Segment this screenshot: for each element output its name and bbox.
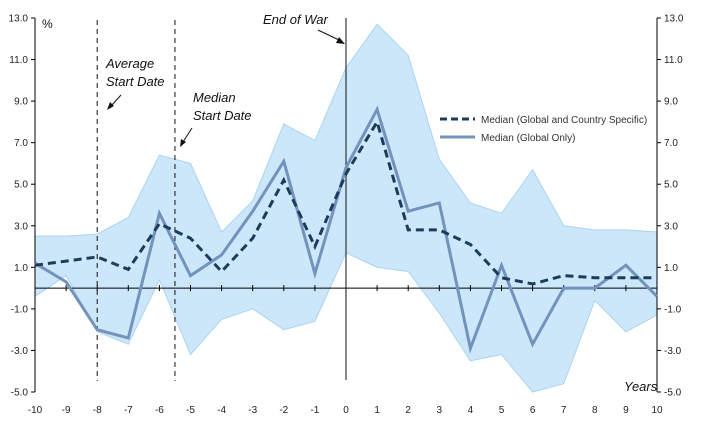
y-tick-label-right: -1.0 (664, 304, 682, 315)
x-tick-label: 5 (499, 405, 505, 416)
x-axis-label: Years (624, 379, 658, 394)
y-tick-label-left: 11.0 (9, 55, 28, 66)
y-tick-label-left: 5.0 (14, 180, 28, 191)
x-tick-label: -6 (155, 405, 164, 416)
annotation-median-start-line2: Start Date (193, 108, 252, 123)
y-tick-label-left: 7.0 (14, 138, 28, 149)
y-tick-label-left: -1.0 (11, 304, 29, 315)
x-tick-label: -8 (93, 405, 102, 416)
y-tick-label-right: 1.0 (664, 263, 678, 274)
y-tick-label-left: 13.0 (9, 14, 29, 25)
x-tick-label: -4 (217, 405, 226, 416)
x-tick-label: 1 (374, 405, 380, 416)
y-tick-label-right: -5.0 (664, 388, 682, 399)
x-tick-label: 10 (651, 405, 663, 416)
y-tick-label-right: 9.0 (664, 97, 678, 108)
x-tick-label: 4 (468, 405, 474, 416)
x-tick-label: -3 (248, 405, 257, 416)
y-tick-label-left: -5.0 (11, 388, 29, 399)
y-tick-label-right: 5.0 (664, 180, 678, 191)
y-tick-label-left: 1.0 (14, 263, 28, 274)
y-tick-label-left: 9.0 (14, 97, 28, 108)
legend-label-series-0: Median (Global and Country Specific) (481, 115, 647, 126)
arrowhead-end-of-war (336, 37, 345, 44)
arrow-median-start (182, 127, 193, 143)
x-tick-label: 2 (405, 405, 411, 416)
x-tick-label: -10 (28, 405, 43, 416)
annotation-texts: Average Start Date Median Start Date End… (105, 12, 328, 123)
annotation-arrows (107, 29, 345, 147)
annotation-average-start-line1: Average (105, 56, 154, 71)
y-tick-label-right: -3.0 (664, 346, 682, 357)
series-line-1 (34, 105, 659, 354)
x-tick-label: 6 (530, 405, 536, 416)
y-tick-label-right: 7.0 (664, 138, 678, 149)
series-layer (34, 105, 659, 354)
x-tick-label: 0 (343, 405, 349, 416)
annotation-end-of-war: End of War (263, 12, 328, 27)
x-tick-label: 8 (592, 405, 598, 416)
x-tick-label: -2 (279, 405, 288, 416)
y-tick-label-left: -3.0 (11, 346, 29, 357)
arrow-end-of-war (317, 29, 340, 41)
y-tick-label-right: 11.0 (664, 55, 683, 66)
x-tick-label: -9 (62, 405, 71, 416)
x-tick-label: -7 (124, 405, 133, 416)
arrowhead-average-start (107, 102, 114, 110)
x-tick-label: -1 (310, 405, 319, 416)
arrowhead-median-start (180, 139, 186, 147)
series-line-0 (34, 118, 657, 286)
y-tick-label-right: 3.0 (664, 221, 678, 232)
x-tick-label: 9 (623, 405, 629, 416)
x-tick-label: 3 (437, 405, 443, 416)
annotation-average-start-line2: Start Date (106, 74, 165, 89)
tick-labels-layer: -5.0 -5.0 -3.0 -3.0 -1.0 -1.0 1.0 1.0 3.0 3.0 5.0 5… (9, 14, 684, 417)
legend: Median (Global and Country Specific) Med… (440, 115, 647, 144)
y-axis-unit-label: % (42, 17, 53, 31)
y-tick-label-left: 3.0 (14, 221, 28, 232)
x-tick-label: -5 (186, 405, 195, 416)
arrow-average-start (110, 94, 122, 107)
legend-label-series-1: Median (Global Only) (481, 133, 575, 144)
annotation-median-start-line1: Median (193, 90, 236, 105)
annotation-lines-layer (96, 18, 347, 381)
y-tick-label-right: 13.0 (664, 14, 684, 25)
x-tick-label: 7 (561, 405, 567, 416)
